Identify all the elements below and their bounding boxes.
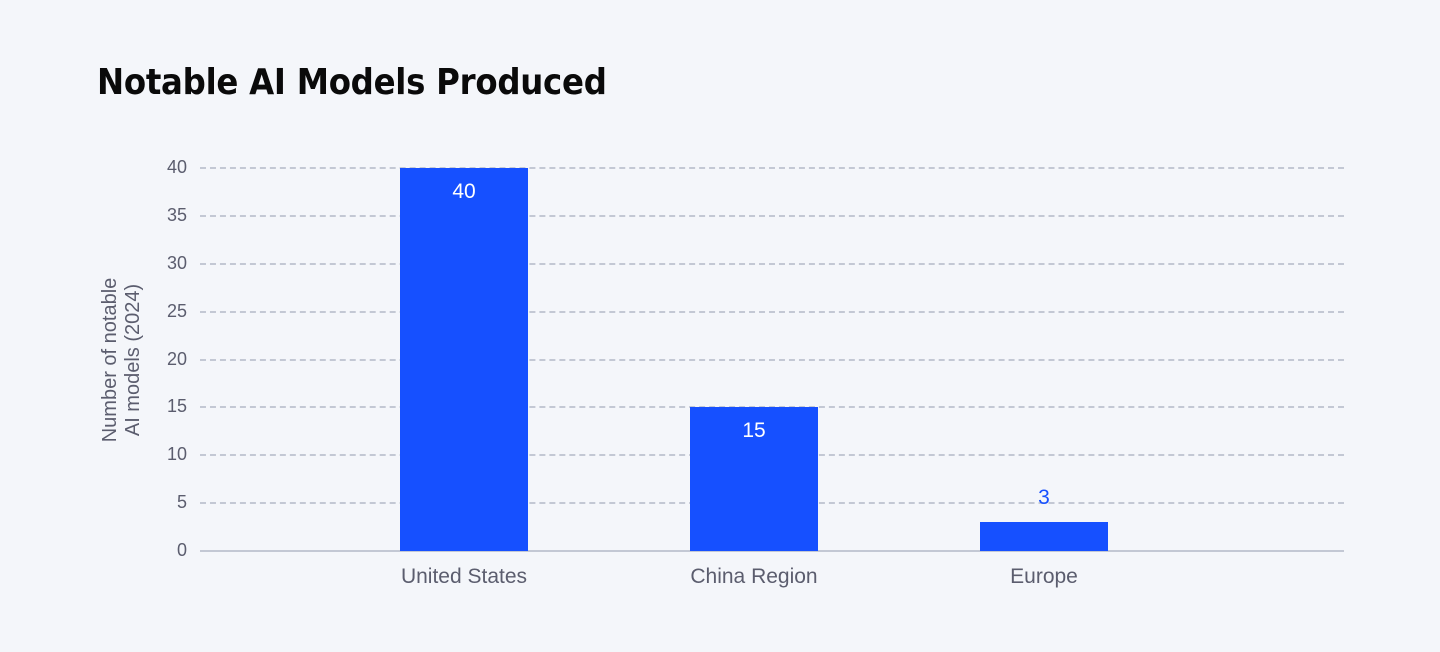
gridline (200, 214, 1344, 217)
bar-value-label: 3 (1038, 486, 1050, 510)
x-category-label: China Region (690, 565, 818, 588)
y-tick-label: 0 (176, 540, 187, 560)
x-axis-line (200, 550, 1344, 552)
x-category-label: Europe (1010, 565, 1078, 588)
bar (980, 522, 1108, 551)
y-tick-label: 25 (166, 300, 187, 321)
gridline (200, 262, 1344, 265)
gridline (200, 358, 1344, 361)
y-tick-label: 40 (166, 157, 187, 177)
bar (400, 168, 528, 551)
y-tick-label: 35 (166, 204, 187, 225)
y-tick-label: 5 (176, 492, 187, 513)
y-tick-label: 30 (166, 252, 187, 273)
chart-title: Notable AI Models Produced (97, 62, 607, 103)
gridline (200, 167, 1344, 169)
y-tick-label: 10 (166, 444, 187, 465)
bar-value-label: 40 (452, 180, 476, 203)
y-axis-label-line-1: Number of notable (99, 277, 121, 443)
y-tick-label: 20 (166, 348, 187, 369)
bar (690, 407, 818, 551)
x-category-label: United States (400, 565, 528, 588)
bar-value-label: 15 (742, 419, 766, 443)
y-tick-label: 15 (166, 396, 187, 417)
gridline (200, 310, 1344, 313)
